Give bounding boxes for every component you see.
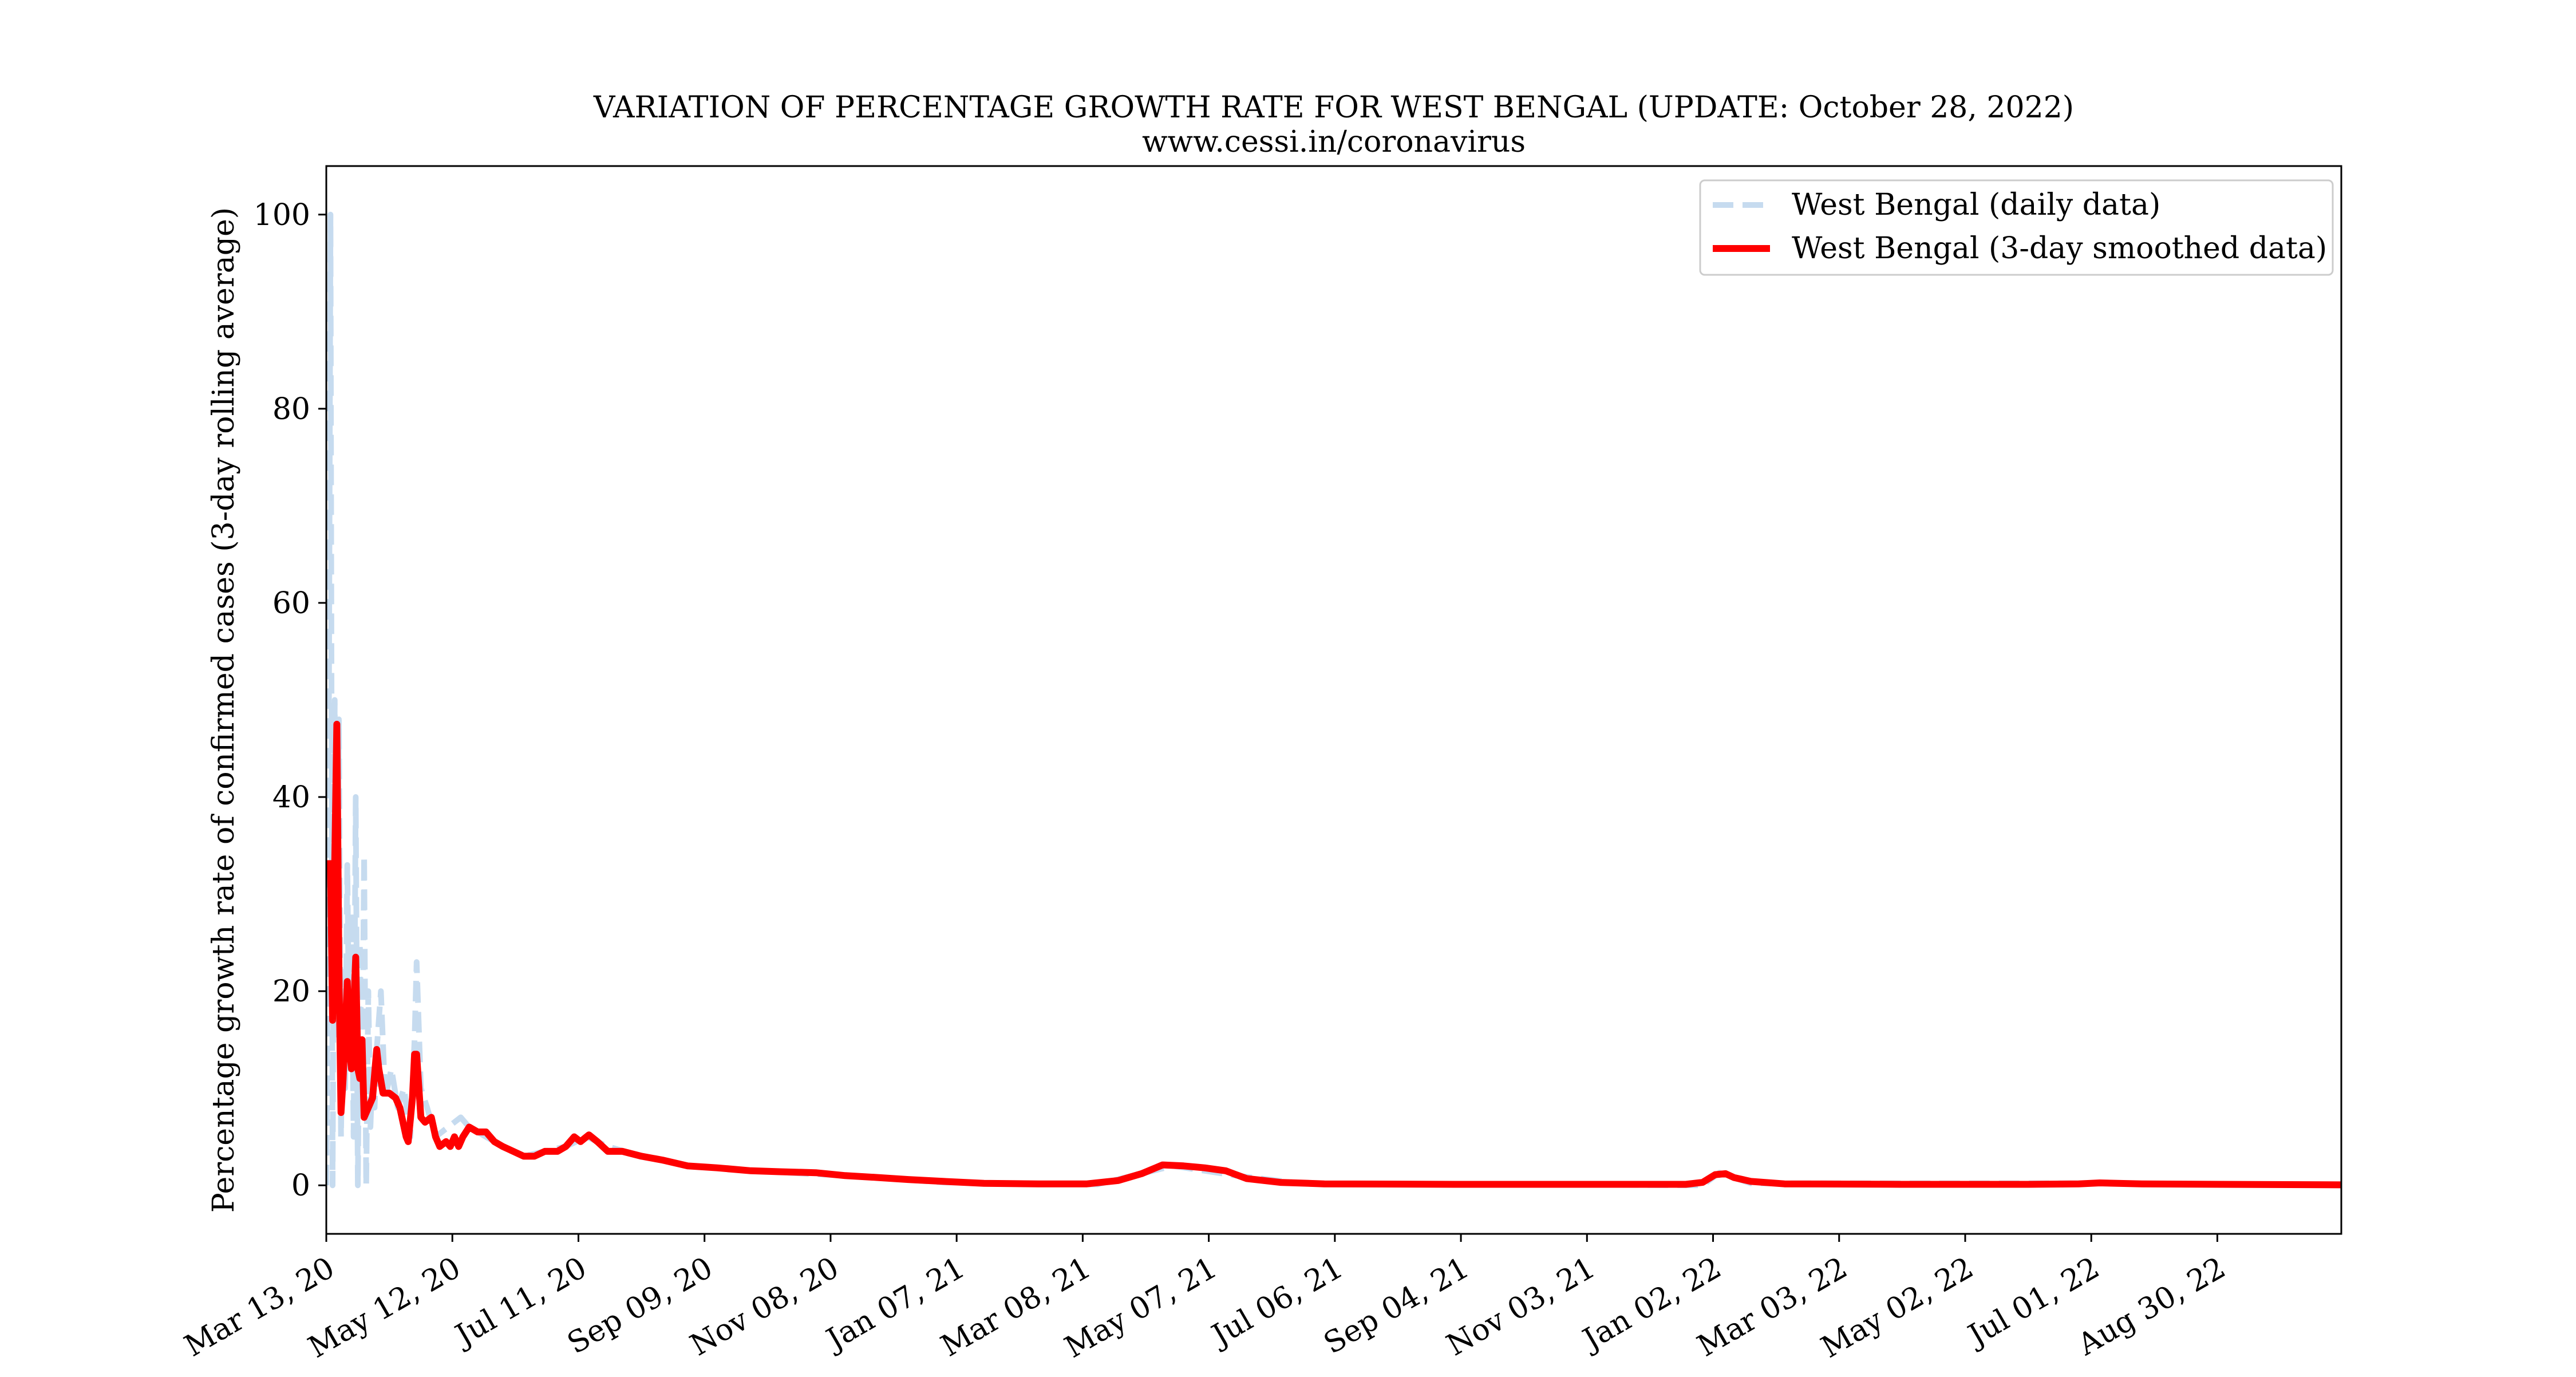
legend: West Bengal (daily data) West Bengal (3-d…	[1699, 179, 2334, 276]
chart-subtitle: www.cessi.in/coronavirus	[1142, 125, 1526, 159]
legend-label: West Bengal (daily data)	[1792, 188, 2160, 222]
series-line-smoothed	[327, 720, 2341, 1189]
y-tick-label: 0	[291, 1169, 310, 1203]
y-tick-label: 60	[272, 586, 310, 621]
y-tick-label: 100	[254, 198, 310, 232]
chart-title: VARIATION OF PERCENTAGE GROWTH RATE FOR …	[593, 90, 2074, 125]
y-tick-label: 80	[272, 392, 310, 427]
plot-frame	[325, 165, 2342, 1235]
y-tick-label: 40	[272, 780, 310, 815]
series-line-daily	[326, 211, 2341, 1189]
y-axis-label: Percentage growth rate of confirmed case…	[207, 207, 241, 1213]
y-tick-label: 20	[272, 974, 310, 1009]
plot-area	[326, 211, 2341, 1189]
legend-label: West Bengal (3-day smoothed data)	[1792, 231, 2327, 266]
legend-box	[1699, 179, 2334, 276]
